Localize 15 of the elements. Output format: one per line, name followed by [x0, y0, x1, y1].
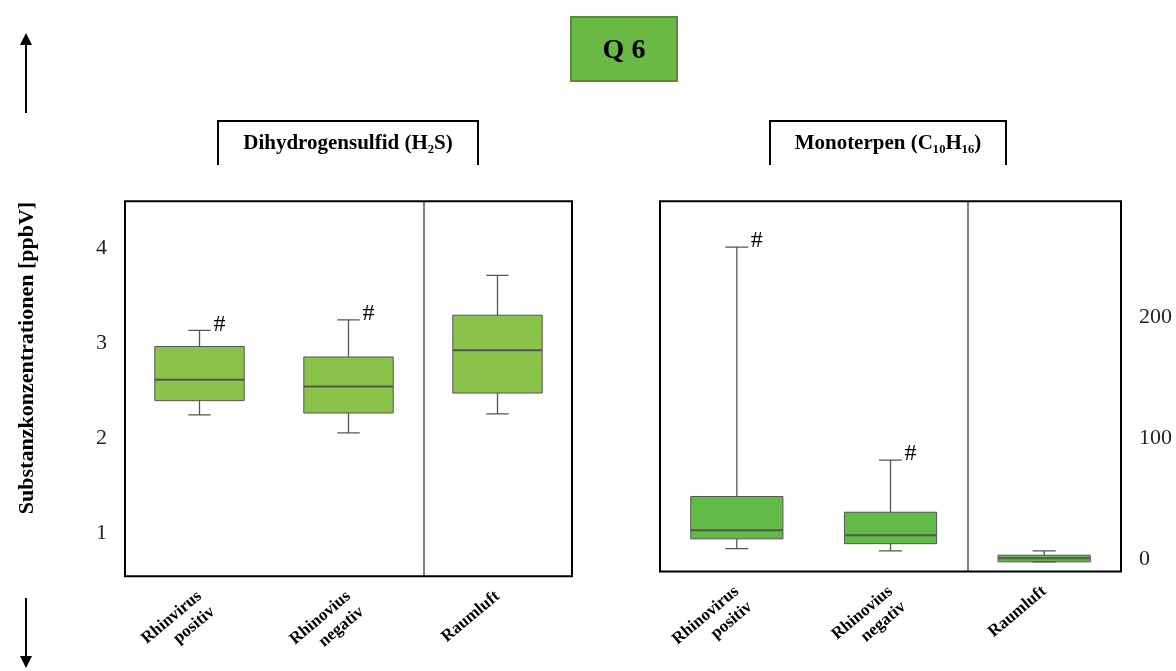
chart-title: Monoterpen (C₁₀H₁₆): [768, 120, 1008, 165]
y-tick-label: 0: [1139, 545, 1150, 571]
y-tick-label: 1: [96, 519, 107, 545]
y-axis-title: Substanzkonzentrationen [ppbV]: [13, 201, 39, 515]
y-tick-label: 4: [96, 234, 107, 260]
y-tick-label: 2: [96, 424, 107, 450]
annotation: #: [213, 309, 226, 336]
annotation: #: [362, 299, 375, 326]
text: Q 6: [570, 16, 678, 82]
y-tick-label: 3: [96, 329, 107, 355]
annotation: #: [750, 226, 763, 253]
annotation: #: [904, 439, 917, 466]
chart-title: Dihydrogensulfid (H₂S): [217, 120, 479, 165]
y-tick-label: 200: [1139, 303, 1172, 329]
y-tick-label: 100: [1139, 424, 1172, 450]
